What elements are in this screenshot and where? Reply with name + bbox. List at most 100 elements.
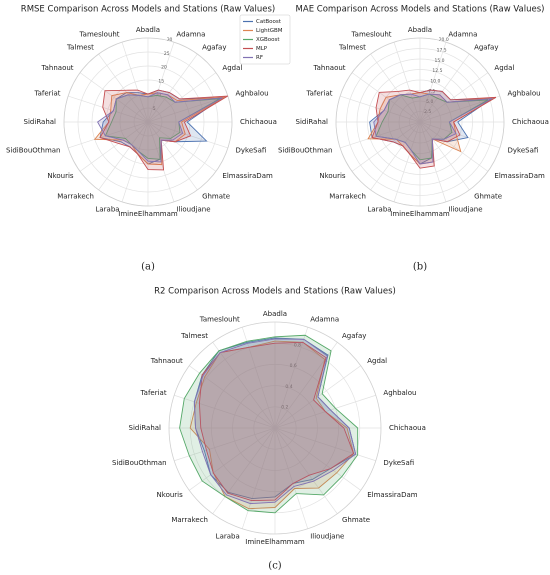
category-label: ImineElhammam: [118, 210, 178, 218]
category-label: Agafay: [202, 44, 226, 52]
r-tick-label: 0.2: [281, 405, 288, 411]
series-area: [193, 338, 357, 505]
r-tick-label: 0.4: [285, 384, 292, 390]
spoke: [212, 342, 276, 429]
grid-ring: [409, 111, 431, 133]
legend-label: MLP: [256, 46, 268, 52]
category-label: Tameslouht: [199, 316, 240, 324]
category-label: Chichaoua: [512, 118, 549, 126]
category-label: Agdal: [494, 64, 514, 72]
category-label: Talmest: [338, 44, 366, 52]
category-label: Agafay: [474, 44, 498, 52]
category-label: SidiBouOthman: [6, 146, 61, 154]
legend-label: LightGBM: [256, 28, 283, 34]
category-label: Talmest: [180, 332, 208, 340]
r-tick-label: 7.5: [428, 89, 435, 95]
series-area: [189, 340, 355, 510]
spoke: [174, 427, 276, 462]
series-area: [198, 341, 355, 502]
category-label: Adamna: [176, 31, 205, 39]
category-label: Talmest: [66, 44, 94, 52]
grid-ring: [77, 51, 219, 193]
category-label: Agafay: [342, 332, 366, 340]
r-tick-label: 10: [156, 92, 162, 98]
series-area: [99, 89, 229, 171]
category-label: SidiBouOthman: [278, 146, 333, 154]
r-tick-label: 15: [158, 78, 164, 84]
spoke: [274, 427, 361, 491]
spoke: [189, 427, 276, 491]
grid-ring: [346, 48, 494, 196]
chart-title: R2 Comparison Across Models and Stations…: [154, 287, 396, 297]
series-area: [97, 92, 223, 163]
grid-ring: [133, 107, 163, 137]
grid-ring: [91, 65, 205, 179]
category-label: Taferiat: [33, 90, 60, 98]
category-label: Ghmate: [342, 516, 370, 524]
grid-ring: [232, 385, 318, 471]
r-tick-label: 15.0: [435, 58, 445, 64]
category-label: Adamna: [310, 316, 339, 324]
spoke: [241, 427, 276, 529]
category-label: DykeSafi: [383, 459, 414, 467]
frame: [63, 37, 233, 207]
category-label: Abadla: [136, 26, 160, 34]
spoke: [274, 427, 376, 462]
series-area: [371, 89, 497, 169]
grid-ring: [388, 90, 452, 154]
r-tick-label: 5: [153, 106, 156, 112]
category-label: Nkouris: [319, 172, 346, 180]
category-label: Marrakech: [329, 192, 366, 200]
category-label: Adamna: [448, 31, 477, 39]
category-label: Laraba: [216, 532, 240, 540]
category-label: Tahnaout: [41, 64, 74, 72]
r-tick-label: 12.5: [432, 68, 442, 74]
series-area: [373, 93, 493, 165]
caption: (b): [413, 262, 427, 273]
category-label: Laraba: [367, 205, 391, 213]
category-label: SidiRahal: [24, 118, 57, 126]
spoke: [274, 427, 309, 529]
caption: (a): [141, 262, 155, 273]
category-label: Tahnaout: [313, 64, 346, 72]
r-tick-label: 20: [161, 65, 167, 71]
category-label: Ilioudjane: [310, 532, 344, 540]
grid-ring: [398, 100, 442, 144]
category-label: Ilioudjane: [448, 205, 482, 213]
frame: [168, 321, 382, 535]
category-label: ElmassiraDam: [222, 172, 273, 180]
category-label: Ghmate: [474, 192, 502, 200]
category-label: Marrakech: [57, 192, 94, 200]
r-tick-label: 5.0: [426, 99, 433, 105]
category-label: Chichaoua: [240, 118, 277, 126]
series-area: [93, 92, 226, 166]
spoke: [241, 327, 276, 429]
chart-title: MAE Comparison Across Models and Station…: [296, 5, 545, 15]
grid-ring: [253, 406, 297, 450]
category-label: Abadla: [263, 310, 287, 318]
category-label: Aghbalou: [507, 90, 540, 98]
category-label: Ilioudjane: [176, 205, 210, 213]
category-label: SidiRahal: [129, 424, 162, 432]
category-label: ImineElhammam: [390, 210, 450, 218]
frame: [335, 37, 505, 207]
grid-ring: [356, 58, 484, 186]
legend-label: CatBoost: [256, 19, 282, 25]
category-label: Abadla: [408, 26, 432, 34]
legend-box: [239, 14, 291, 65]
category-label: SidiBouOthman: [112, 459, 167, 467]
category-label: Laraba: [95, 205, 119, 213]
spoke: [174, 394, 276, 429]
legend-label: XGBoost: [256, 37, 280, 43]
r-tick-label: 17.5: [437, 47, 447, 53]
category-label: Aghbalou: [235, 90, 268, 98]
spoke: [212, 427, 276, 514]
category-label: Nkouris: [157, 491, 184, 499]
category-label: Aghbalou: [383, 389, 416, 397]
spoke: [274, 427, 338, 514]
category-label: Taferiat: [305, 90, 332, 98]
category-label: Nkouris: [47, 172, 74, 180]
r-tick-label: 0.6: [290, 363, 297, 369]
r-tick-label: 2.5: [424, 109, 431, 115]
